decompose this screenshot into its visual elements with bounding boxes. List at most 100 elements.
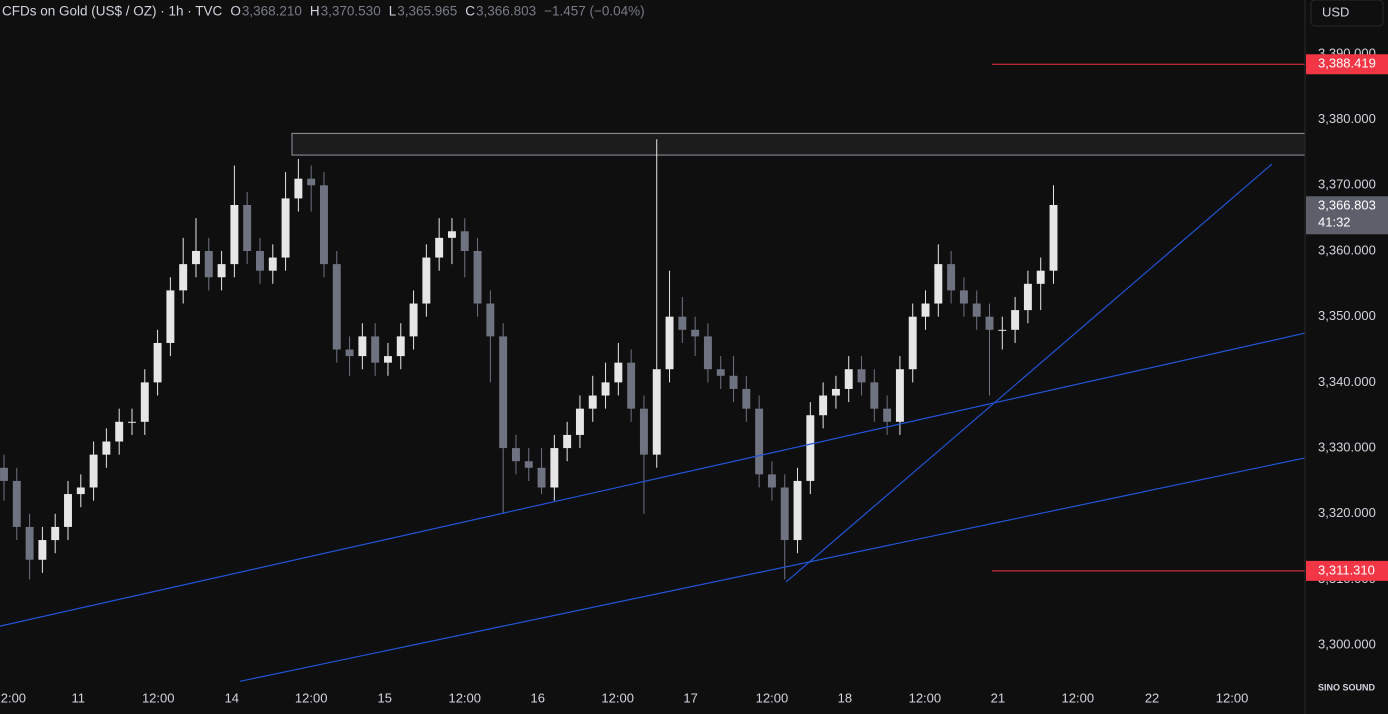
candle-body [89,454,98,488]
candle-body [678,316,687,330]
readout-value: 3,366.803 [476,4,536,19]
candle-body [12,480,21,527]
y-tick-label: 3,300.000 [1318,637,1376,652]
candle-body [332,264,341,350]
candle-body [627,362,636,409]
candle-body [396,336,405,357]
x-tick-label: 12:00 [601,690,634,705]
candle-body [806,415,815,481]
watermark: SINO SOUND [1318,682,1376,692]
x-tick-label: 12:00 [1216,690,1249,705]
candle-body [179,264,188,291]
candle-body [691,329,700,337]
candle-body [819,395,828,416]
candle-body [383,356,392,363]
candle-body [371,336,380,363]
candle-body [857,369,866,383]
candle-body [0,467,8,481]
candle-body [844,369,853,389]
candle-body [38,540,47,560]
candle-body [742,388,751,409]
candle-body [243,204,252,251]
currency-label[interactable]: USD [1322,4,1349,19]
y-tick-label: 3,380.000 [1318,111,1376,126]
readout-key: C [465,4,475,19]
x-tick-label: 14 [225,690,239,705]
candle-body [422,257,431,304]
price-tag [1306,560,1388,581]
candle-body [51,526,60,541]
candle-body [588,395,597,409]
readout-value: 3,365.965 [397,4,457,19]
candle-body [883,408,892,422]
candle-body [192,250,200,265]
candle-body [934,264,943,304]
candle-body [563,434,572,449]
readout-value: 3,368.210 [242,4,302,19]
candle-body [256,250,264,271]
y-tick-label: 3,330.000 [1318,440,1376,455]
candle-body [268,257,277,271]
trend-line [0,332,1306,627]
price-tag-label: 3,388.419 [1318,56,1376,71]
trend-line [240,457,1306,682]
price-tag [1306,196,1388,235]
candle-body [972,303,981,317]
x-tick-label: 15 [378,690,392,705]
x-tick-label: 12:00 [448,690,481,705]
candle-body [294,178,303,199]
x-tick-label: 21 [991,690,1005,705]
y-tick-label: 3,370.000 [1318,177,1376,192]
y-tick-label: 3,360.000 [1318,242,1376,257]
x-tick-label: 22 [1145,690,1159,705]
candle-body [601,382,610,396]
candle-body [217,264,226,278]
candle-body [998,329,1007,331]
candle-body [755,408,764,475]
candle-body [166,290,175,343]
candle-body [307,178,316,186]
candle-body [115,421,124,442]
candle-body [128,421,136,423]
candle-body [537,467,546,488]
x-tick-label: 12:00 [142,690,175,705]
candle-body [102,441,111,455]
readout-value: 3,370.530 [321,4,381,19]
zone [291,132,1306,156]
x-tick-label: 12:00 [295,690,328,705]
readout-key: L [389,4,397,19]
price-tag-sub: 41:32 [1318,215,1351,230]
readout-change: −1.457 (−0.04%) [544,4,645,19]
candle-body [358,336,367,357]
candle-body [959,290,968,304]
candle-body [703,336,712,370]
candle-body [524,461,533,468]
candle-body [511,448,520,462]
candle-body [614,362,623,383]
candle-body [665,316,674,370]
x-tick-label: 17 [683,690,697,705]
candle-body [499,336,508,449]
candle-body [908,316,917,370]
candle-body [140,382,149,422]
candle-body [435,237,444,258]
candle-body [25,526,34,560]
x-tick-label: 16 [530,690,544,705]
candle-body [652,369,661,455]
readout-key: O [230,4,241,19]
trend-line [785,163,1273,583]
price-tag-label: 3,311.310 [1318,562,1375,577]
x-tick-label: 12:00 [909,690,942,705]
candle-body [575,408,584,435]
x-tick-label: 18 [838,690,852,705]
candle-body [729,375,738,389]
overlay: 3,300.0003,310.0003,320.0003,330.0003,34… [1306,45,1388,652]
candle-body [345,349,354,357]
currency-button[interactable] [1310,0,1384,27]
candle-body [76,487,85,495]
price-tag-label: 3,366.803 [1318,198,1376,213]
x-tick-label: 12:00 [0,690,26,705]
candle-body [204,250,213,278]
candle-body [831,388,840,396]
